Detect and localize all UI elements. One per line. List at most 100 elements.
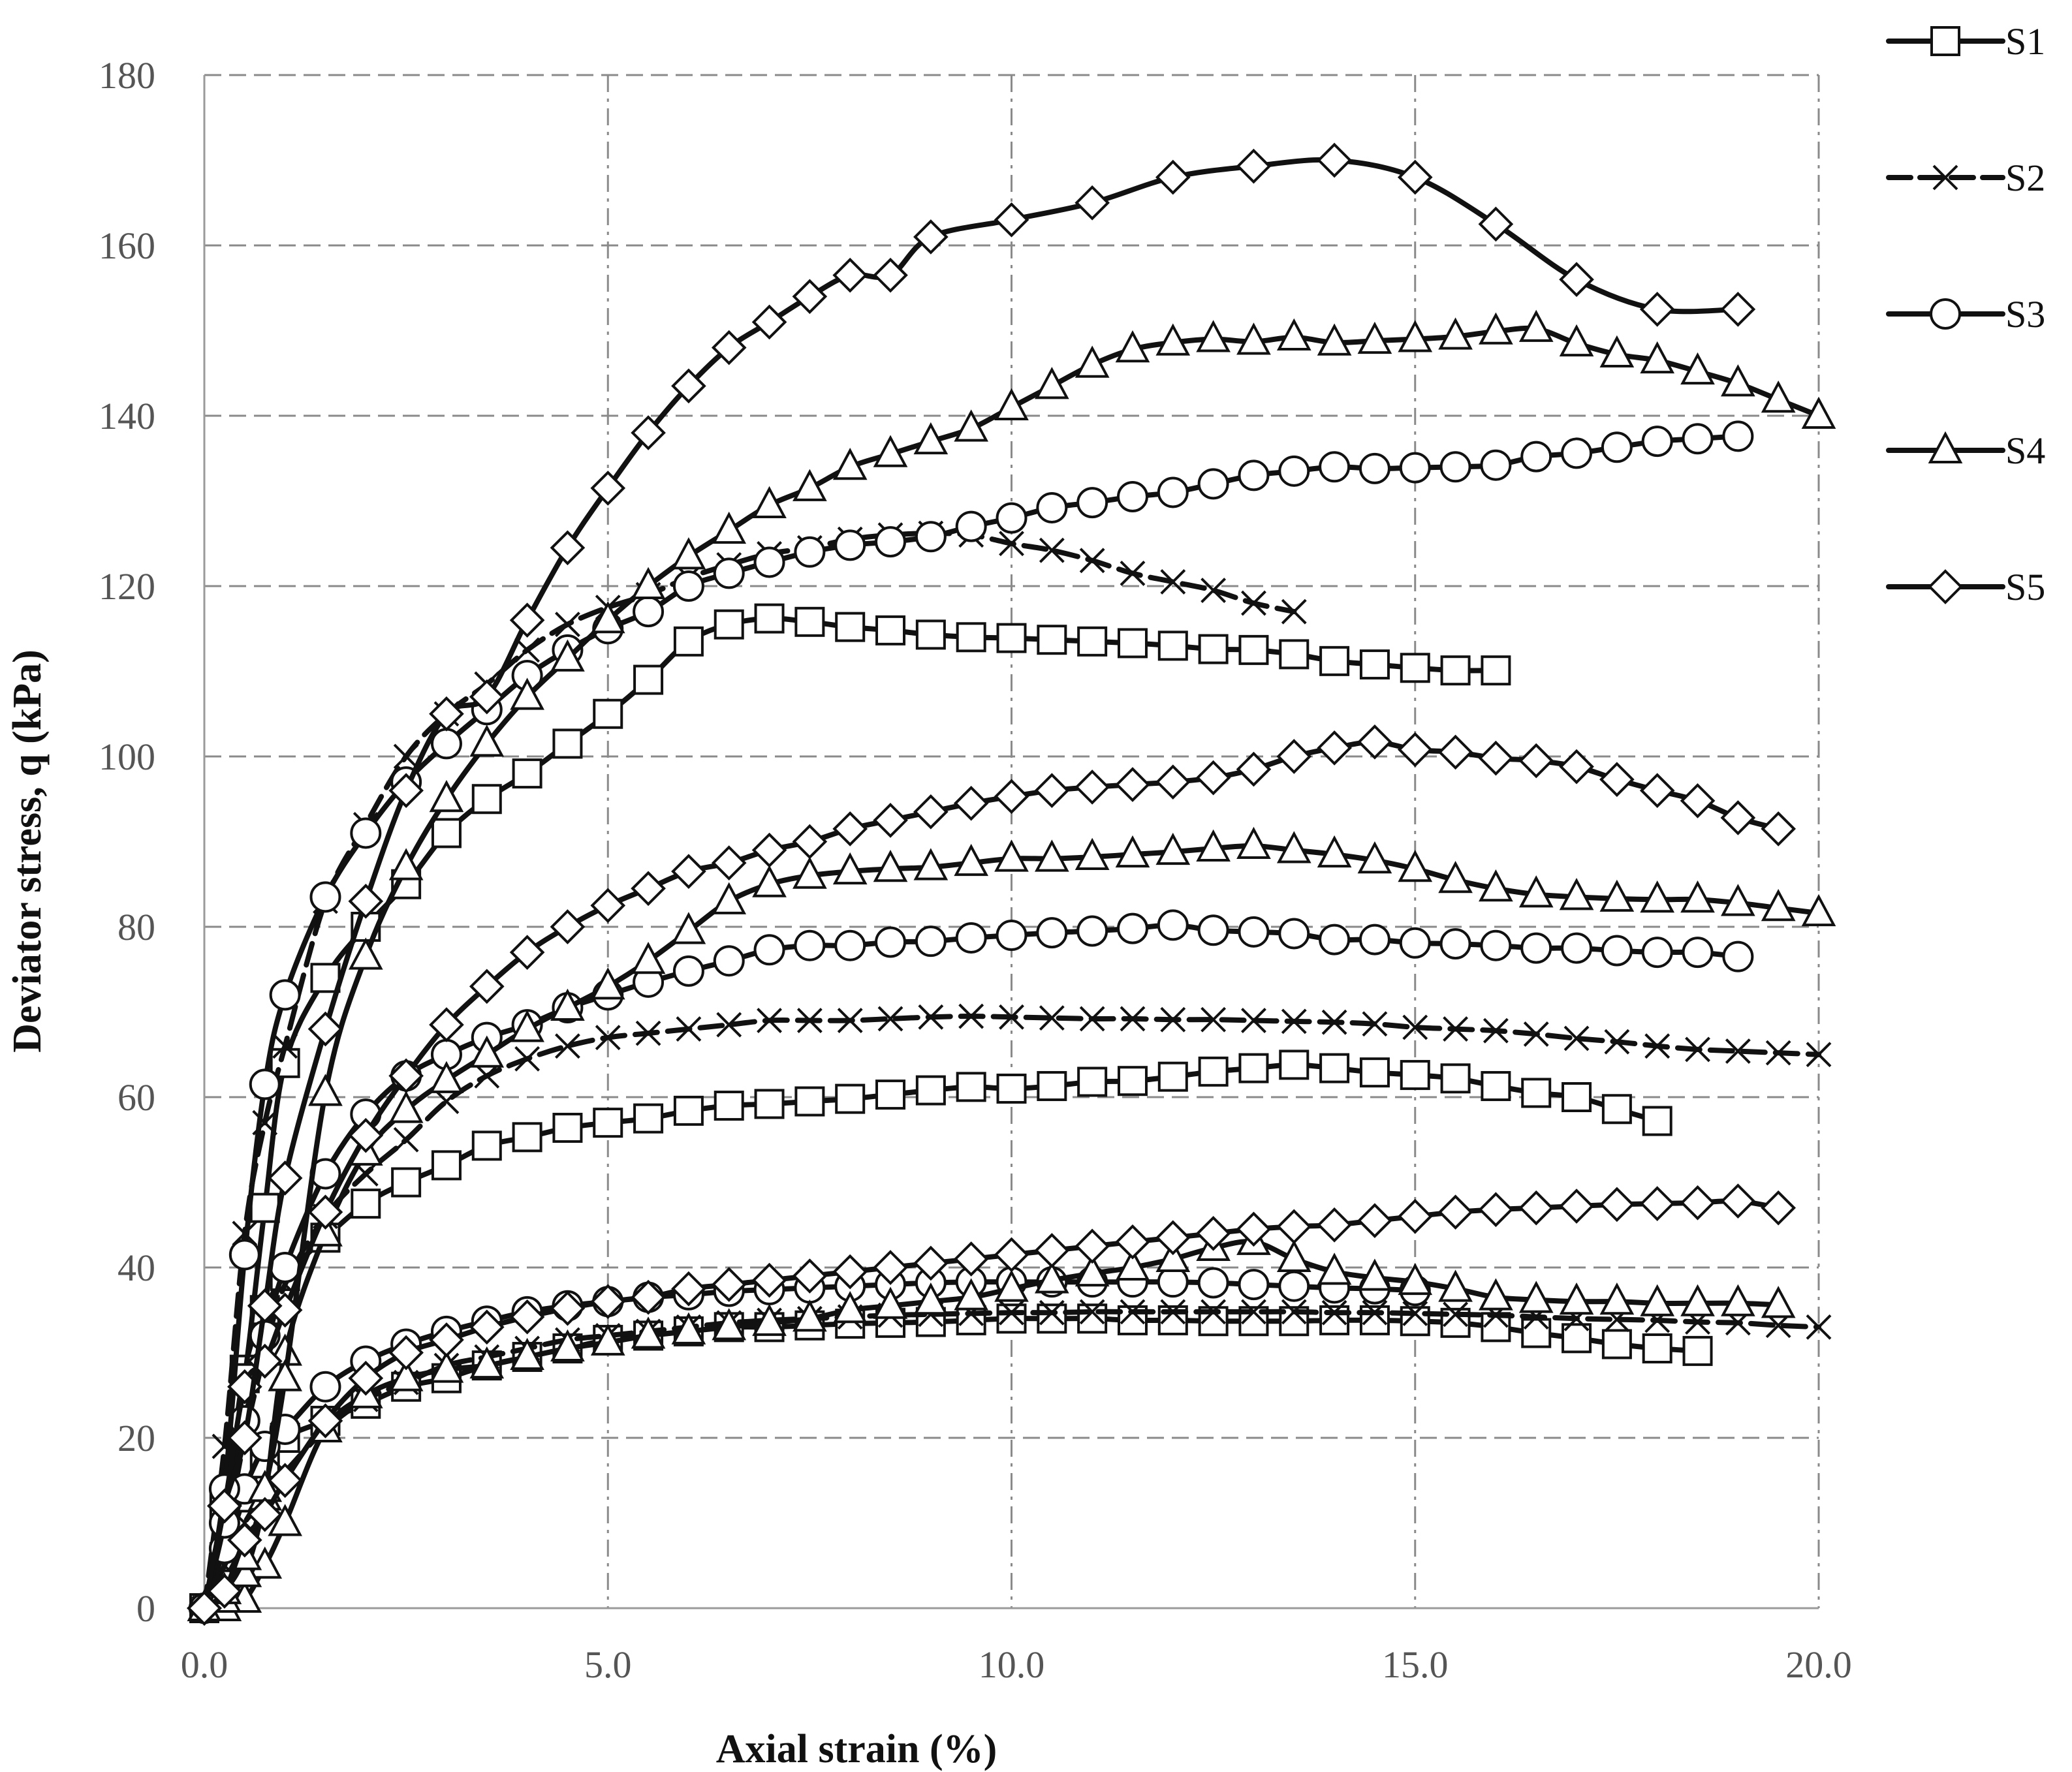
data-point [514,637,541,663]
data-point [712,882,747,914]
data-point [1157,630,1188,661]
data-point [994,1269,1029,1302]
data-point [834,929,866,961]
y-tick-label: 60 [118,1076,155,1119]
data-point [671,1312,706,1345]
data-point [469,1309,505,1345]
data-point [1722,940,1754,972]
data-point [1117,1066,1148,1096]
data-point [393,1127,419,1153]
y-tick-label: 140 [99,395,155,437]
data-point [1398,850,1433,882]
data-point [590,967,625,1000]
data-point [713,945,745,977]
data-point [915,925,947,957]
data-point [877,1006,903,1032]
data-point [996,1073,1027,1104]
data-point [751,1262,787,1298]
data-point [590,1284,626,1320]
data-point [1806,1314,1832,1340]
x-tick-label: 15.0 [1382,1643,1449,1686]
data-point [1359,1057,1390,1088]
data-point [1238,1053,1269,1083]
data-point [1722,420,1754,452]
data-point [671,537,706,570]
data-point [590,600,625,634]
data-point [207,1488,242,1524]
data-point [1599,1187,1635,1222]
data-point [1398,1262,1433,1296]
data-point [672,955,704,987]
data-point [1721,1284,1755,1316]
data-point [509,935,545,970]
data-point [1116,480,1148,512]
data-point [1319,924,1351,956]
axes [203,75,1819,1609]
data-point [512,1122,542,1153]
data-point [429,1061,464,1093]
data-point [753,546,785,578]
data-point [1398,320,1433,352]
data-point [1120,1299,1146,1325]
data-point [1480,449,1512,481]
data-point [994,779,1029,815]
data-point [1198,634,1229,664]
data-point [1317,730,1352,766]
data-point [873,1286,908,1319]
data-point [1117,628,1148,659]
data-point [550,909,586,944]
data-point [1281,1008,1307,1034]
data-point [1238,1269,1270,1301]
data-point [1443,1016,1468,1042]
data-point [1319,645,1350,676]
data-point [711,845,747,880]
data-point [873,803,908,838]
data-point [555,612,580,638]
data-point [1640,880,1675,913]
x-tick-label: 20.0 [1785,1643,1852,1686]
data-point [550,1290,586,1326]
data-point [1115,835,1150,868]
data-point [1195,760,1231,796]
data-point [595,1025,621,1051]
data-point [1039,1299,1065,1326]
data-point [1196,320,1231,352]
data-point [1281,1299,1307,1325]
data-point [550,988,585,1021]
data-point [1238,634,1269,665]
data-point [1276,831,1311,863]
data-point [832,448,868,480]
data-point [1278,918,1310,950]
data-point [309,881,341,913]
data-point [1721,884,1755,916]
data-point [955,922,987,954]
data-point [1357,724,1392,760]
data-point [1402,1014,1428,1040]
data-point [1400,1060,1430,1091]
data-point [550,1329,585,1361]
data-point [1037,1303,1067,1334]
legend: S1 S2 S3 S4 S5 [1886,20,2045,608]
data-point [1639,292,1675,327]
data-point [711,330,747,365]
data-point [1806,1042,1832,1068]
data-point [1479,312,1513,345]
data-point [393,743,419,769]
data-point [510,677,544,710]
data-point [388,773,424,809]
data-point [1438,1269,1473,1302]
data-point [1640,341,1675,374]
data-point [672,570,704,602]
data-point [1236,322,1271,355]
data-point [590,471,626,506]
x-tick-label: 0.0 [181,1643,228,1686]
data-point [1034,773,1070,809]
x-tick-label: 5.0 [584,1643,632,1686]
data-point [474,1063,500,1089]
data-point [1680,352,1715,385]
data-point [348,1360,384,1396]
y-tick-label: 120 [99,565,155,608]
data-point [794,606,825,637]
data-point [1037,625,1067,655]
data-point [954,1278,989,1311]
